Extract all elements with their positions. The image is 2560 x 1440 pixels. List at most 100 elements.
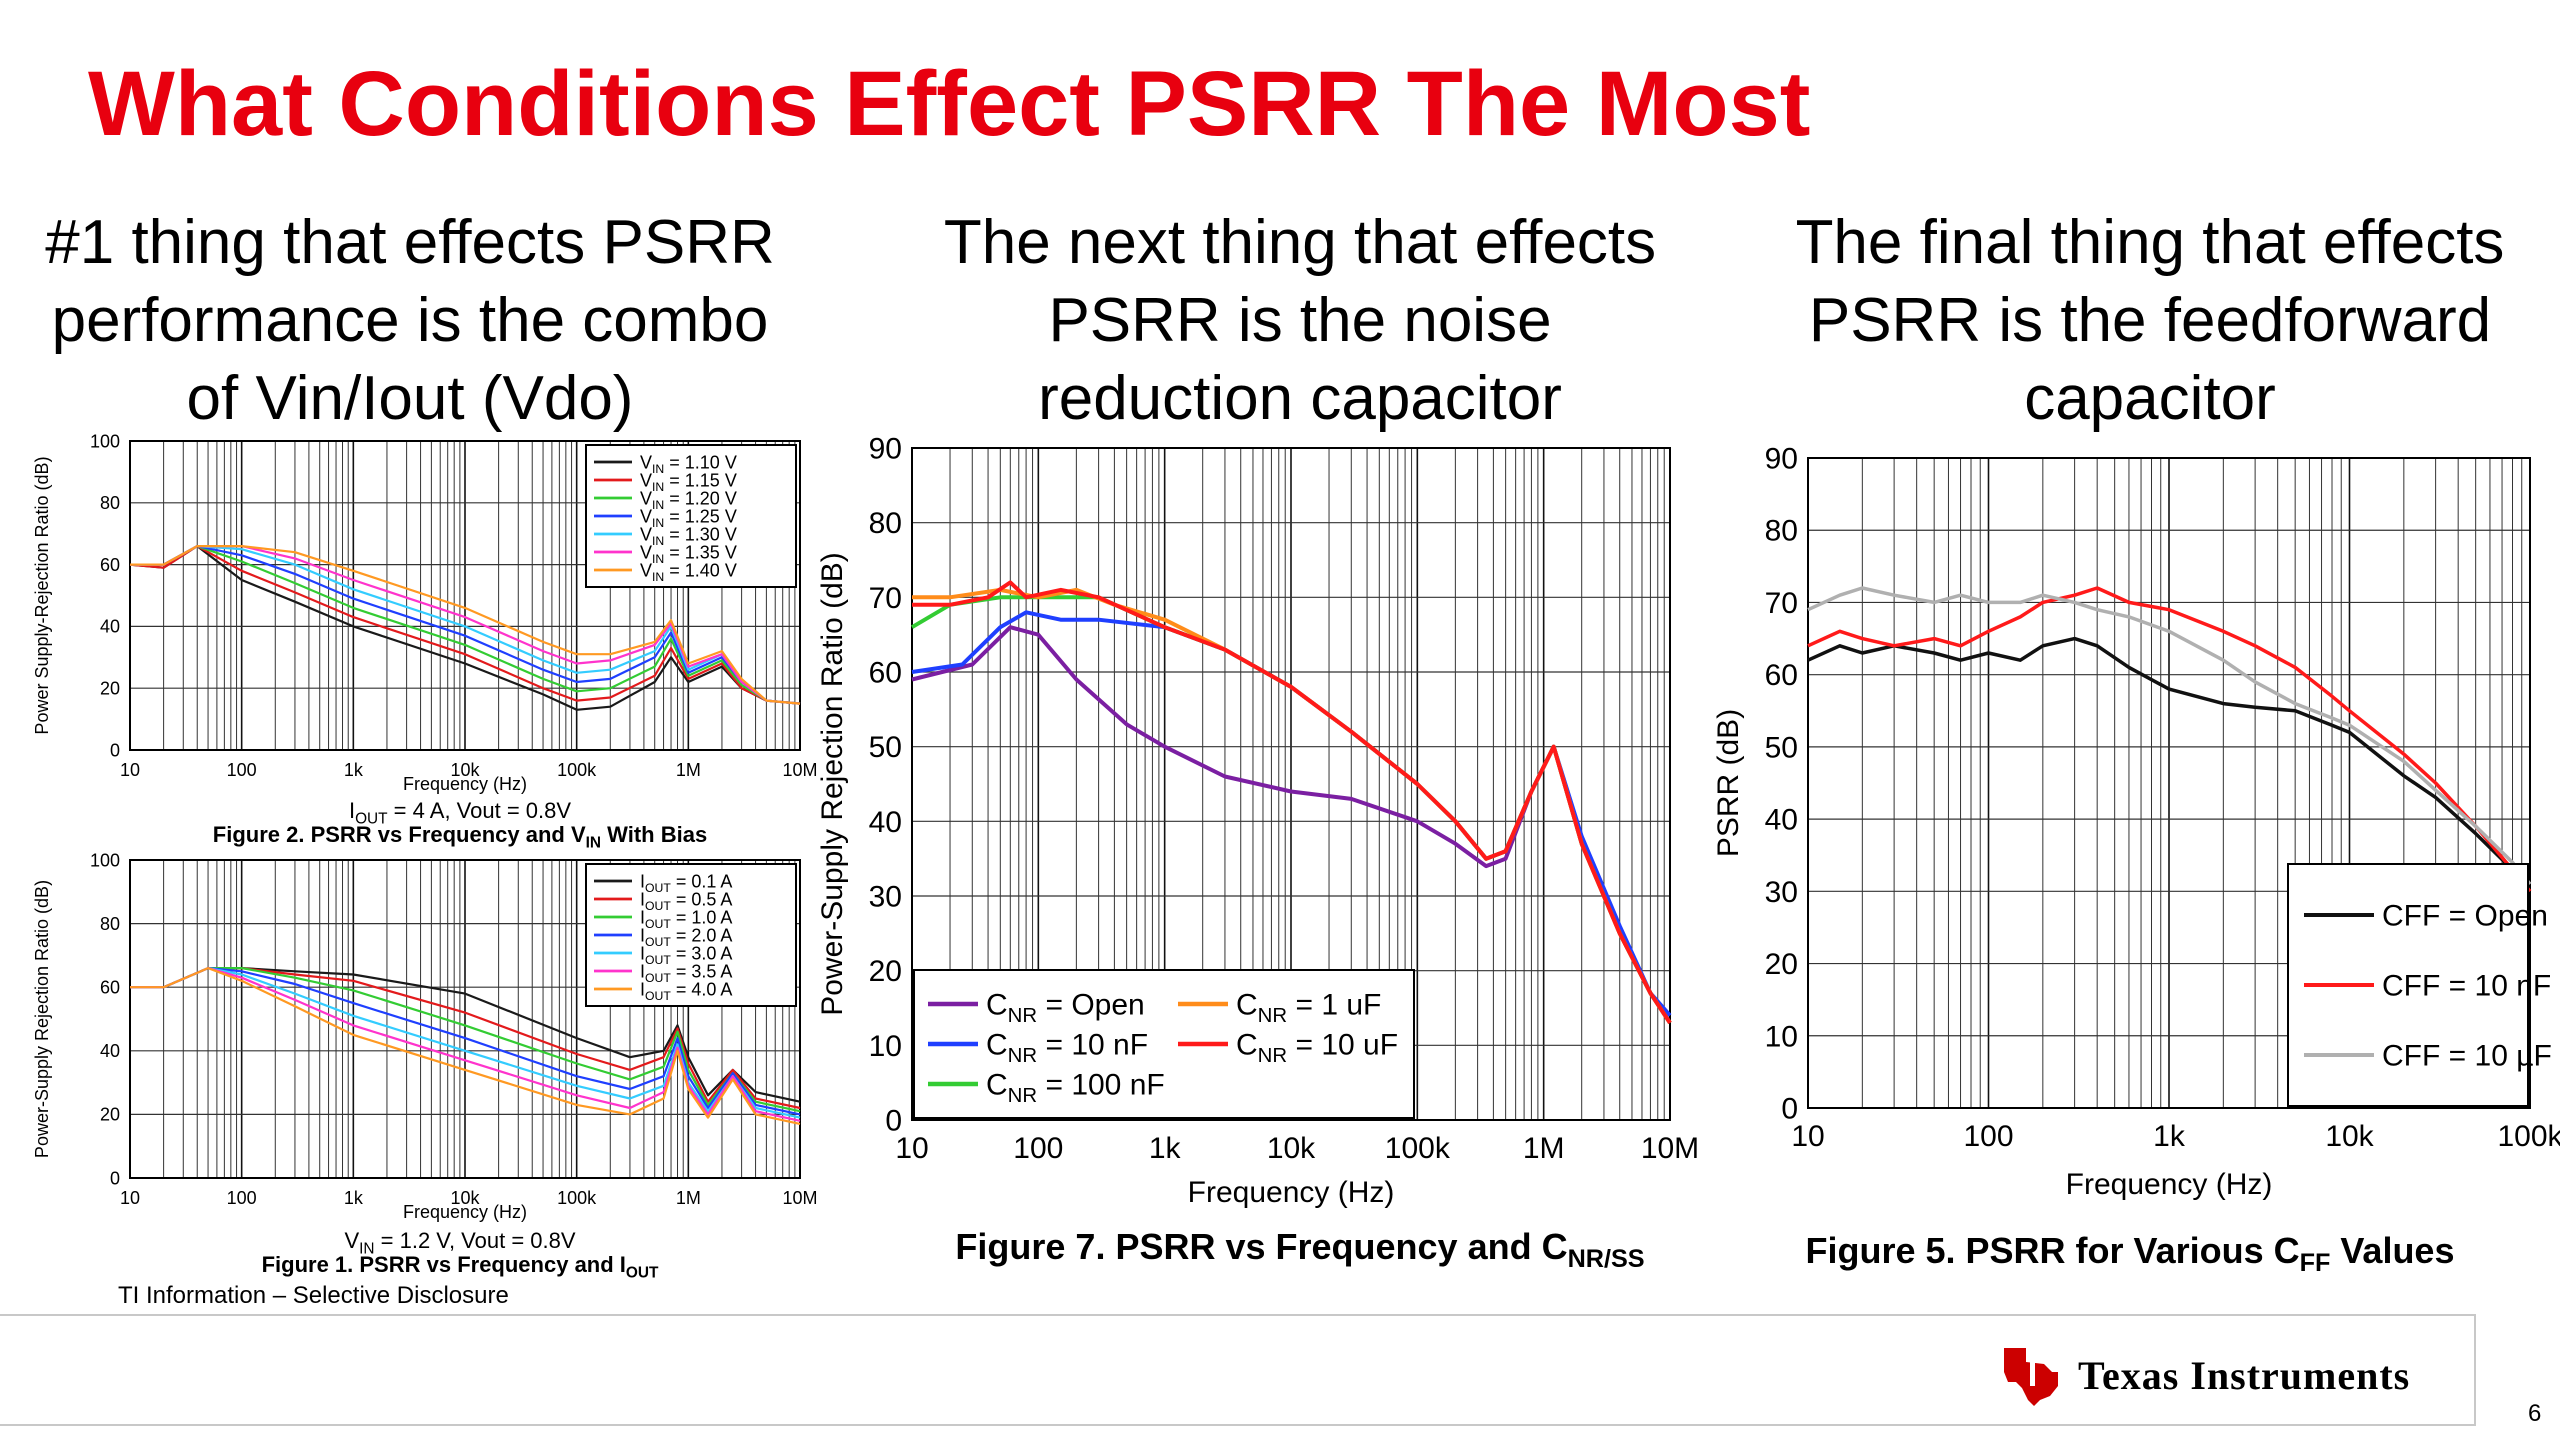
legend-label-3: CNR = 100 nF	[986, 1069, 1165, 1108]
x-tick-label: 1k	[344, 760, 364, 780]
column-3-heading: The final thing that effects PSRR is the…	[1740, 204, 2560, 438]
y-axis-label: Power Supply-Rejection Ratio (dB)	[32, 456, 52, 734]
y-tick-label: 0	[885, 1105, 902, 1138]
chart-psrr-vs-vin: 10 100 1k 10k 100k 1M 10M 0 20 40 60 80 100 Frequency…	[32, 431, 818, 794]
series-group	[1807, 586, 2532, 893]
x-tick-label: 10	[120, 760, 140, 780]
x-axis-label: Frequency (Hz)	[403, 1202, 527, 1222]
y-tick-label: 80	[100, 914, 120, 934]
chart-psrr-vs-cff: 10 100 1k 10k 100k0102030405060708090Frequen…	[1712, 443, 2560, 1202]
legend-label-2: CNR = 10 nF	[986, 1029, 1148, 1068]
chart-psrr-vs-cff-caption: Figure 5. PSRR for Various CFF Values	[1805, 1230, 2455, 1278]
y-tick-label: 60	[869, 657, 902, 690]
y-tick-label: 80	[869, 507, 902, 540]
series-line-1	[129, 545, 801, 711]
series-group	[910, 580, 1672, 1024]
x-tick-label: 100k	[557, 1188, 597, 1208]
y-tick-label: 30	[1765, 876, 1798, 909]
plot-frame	[911, 447, 1671, 1121]
legend-label-3: IOUT = 1.0 A	[640, 907, 732, 931]
series-line-4	[130, 967, 801, 1116]
chart-psrr-vs-iout-conditions: VIN = 1.2 V, Vout = 0.8V	[344, 1228, 576, 1258]
legend-label-3: CFF = 10 µF	[2382, 1040, 2552, 1073]
x-tick-label: 10M	[782, 760, 817, 780]
legend-label-4: CNR = 1 uF	[1236, 989, 1381, 1028]
chart-psrr-vs-iout-caption: Figure 1. PSRR vs Frequency and IOUT	[261, 1252, 659, 1282]
chart-psrr-vs-cnr-caption: Figure 7. PSRR vs Frequency and CNR/SS	[955, 1226, 1645, 1274]
y-tick-label: 100	[90, 431, 120, 451]
y-tick-label: 90	[1765, 443, 1798, 476]
chart-psrr-vs-vin-caption: Figure 2. PSRR vs Frequency and VIN With…	[212, 822, 708, 852]
plot-frame	[129, 440, 801, 751]
series-line-3	[1807, 586, 2532, 886]
x-axis-label: Frequency (Hz)	[403, 774, 527, 794]
legend-label-2: IOUT = 0.5 A	[640, 889, 732, 913]
series-group	[129, 545, 801, 711]
y-tick-label: 10	[869, 1030, 902, 1063]
column-3-line-3: capacitor	[2024, 364, 2276, 433]
x-tick-label: 10k	[450, 760, 480, 780]
x-tick-label: 10k	[1267, 1132, 1316, 1165]
column-3-line-1: The final thing that effects	[1795, 208, 2505, 277]
series-line-2	[129, 545, 801, 705]
legend-label-6: VIN = 1.35 V	[640, 542, 737, 566]
chart-psrr-vs-iout: 10 100 1k 10k 100k 1M 10M 0 20 40 60 80 100 Frequency…	[32, 850, 818, 1222]
disclosure-note: TI Information – Selective Disclosure	[118, 1282, 509, 1309]
legend-label-7: IOUT = 4.0 A	[640, 979, 732, 1003]
y-tick-label: 20	[100, 1105, 120, 1125]
legend-label-2: CFF = 10 nF	[2382, 970, 2551, 1003]
legend-label-4: VIN = 1.25 V	[640, 506, 737, 530]
y-tick-label: 0	[1781, 1093, 1798, 1126]
x-axis-label: Frequency (Hz)	[2066, 1168, 2273, 1201]
y-tick-label: 60	[100, 555, 120, 575]
slide-title: What Conditions Effect PSRR The Most	[88, 53, 1811, 155]
x-tick-label: 100	[227, 1188, 257, 1208]
y-tick-label: 50	[869, 731, 902, 764]
legend-label-5: CNR = 10 uF	[1236, 1029, 1398, 1068]
y-axis-label: Power-Supply Rejection Ratio (dB)	[32, 880, 52, 1158]
x-tick-label: 100k	[1385, 1132, 1451, 1165]
x-tick-label: 100	[1013, 1132, 1063, 1165]
chart-psrr-vs-cnr: 10 100 1k 10k 100k 1M 10M0102030405060708090Fr…	[816, 433, 1699, 1210]
y-tick-label: 40	[100, 1041, 120, 1061]
x-tick-label: 10	[895, 1132, 928, 1165]
texas-state-icon	[2004, 1348, 2058, 1406]
legend-label-1: VIN = 1.10 V	[640, 452, 737, 476]
ti-logo: Texas Instruments	[2000, 1340, 2410, 1410]
column-1-heading: #1 thing that effects PSRR performance i…	[0, 204, 820, 438]
x-tick-label: 1M	[676, 1188, 701, 1208]
y-tick-label: 20	[1765, 948, 1798, 981]
y-axis-label: Power-Supply Rejection Ratio (dB)	[816, 552, 849, 1016]
y-tick-label: 40	[869, 806, 902, 839]
column-2-line-2: PSRR is the noise	[1048, 286, 1552, 355]
y-tick-label: 30	[869, 881, 902, 914]
x-axis-label: Frequency (Hz)	[1188, 1176, 1395, 1209]
legend-label-2: VIN = 1.15 V	[640, 470, 737, 494]
column-1-line-1: #1 thing that effects PSRR	[45, 208, 775, 277]
x-tick-label: 100	[1963, 1120, 2013, 1153]
series-line-6	[130, 967, 801, 1122]
x-tick-label: 10k	[2325, 1120, 2374, 1153]
y-tick-label: 40	[1765, 804, 1798, 837]
x-tick-label: 10k	[450, 1188, 480, 1208]
x-tick-label: 1k	[2153, 1120, 2186, 1153]
plot-frame	[129, 859, 801, 1179]
y-tick-label: 80	[100, 493, 120, 513]
y-tick-label: 60	[1765, 659, 1798, 692]
y-tick-label: 0	[110, 740, 120, 760]
x-tick-label: 1M	[676, 760, 701, 780]
legend-label-3: VIN = 1.20 V	[640, 488, 737, 512]
column-1-line-3: of Vin/Iout (Vdo)	[186, 364, 634, 433]
x-tick-label: 10	[1791, 1120, 1824, 1153]
y-tick-label: 90	[869, 433, 902, 466]
x-tick-label: 10M	[782, 1188, 817, 1208]
series-line-7	[130, 545, 801, 705]
y-tick-label: 80	[1765, 515, 1798, 548]
x-tick-label: 1k	[344, 1188, 364, 1208]
x-tick-label: 10M	[1641, 1132, 1699, 1165]
column-1-line-2: performance is the combo	[51, 286, 769, 355]
y-tick-label: 70	[869, 582, 902, 615]
